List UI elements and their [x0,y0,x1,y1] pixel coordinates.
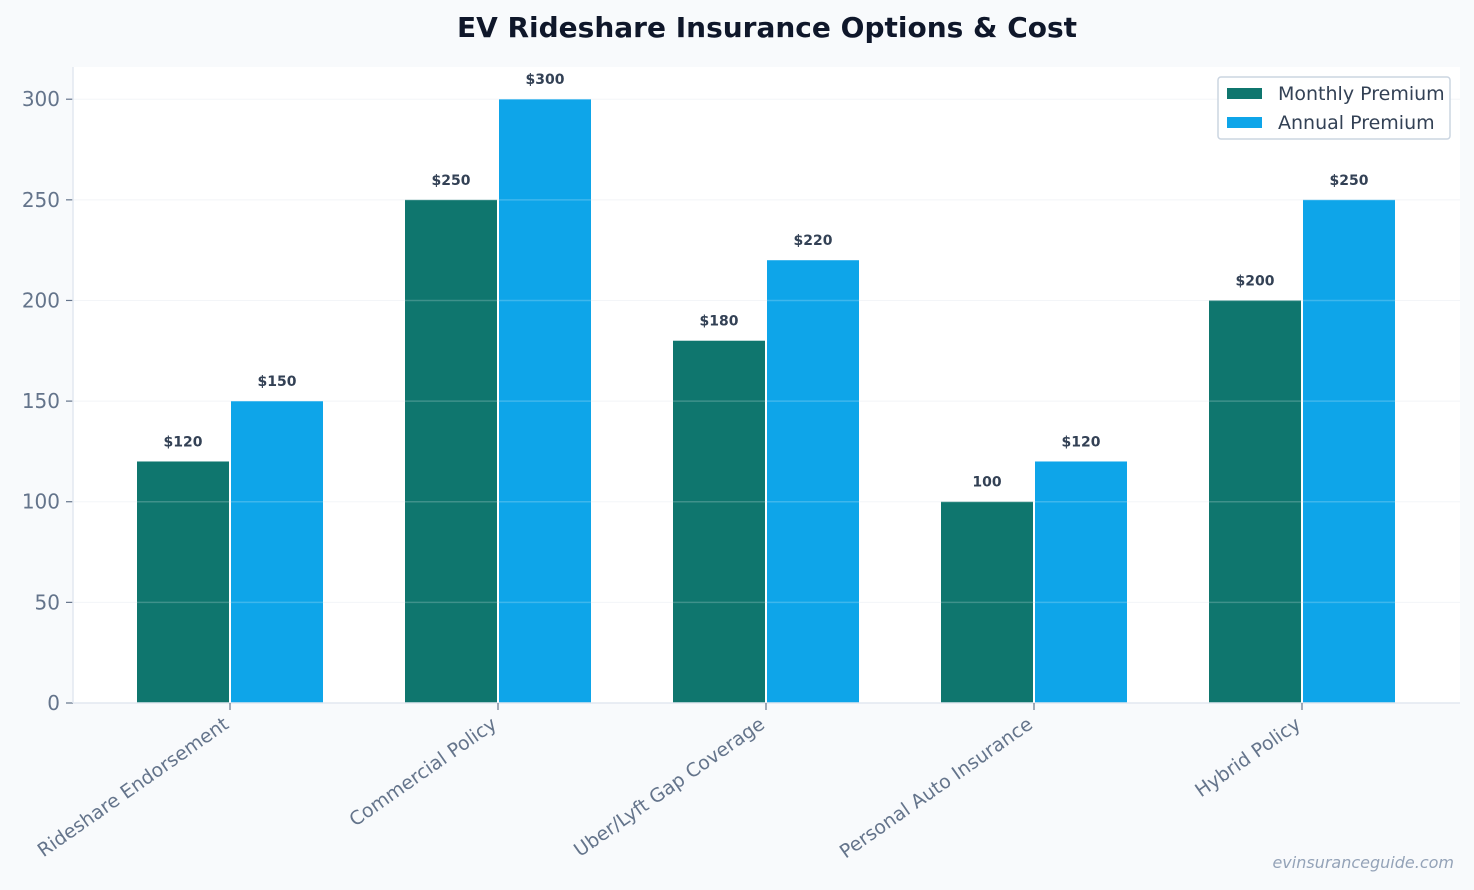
bar-annual-premium [767,260,859,703]
legend-label: Annual Premium [1278,112,1435,134]
data-label: $120 [164,434,203,450]
legend-swatch [1227,117,1262,128]
x-tick-label: Personal Auto Insurance [836,713,1037,863]
x-tick-label: Uber/Lyft Gap Coverage [570,713,769,861]
x-tick-label: Hybrid Policy [1191,713,1305,802]
bar-annual-premium [1303,199,1395,703]
data-label: $300 [526,72,565,88]
y-tick-label: 200 [22,288,60,312]
y-tick-label: 150 [22,389,60,413]
data-label: $250 [432,173,471,189]
data-label: $250 [1330,173,1369,189]
bar-monthly-premium [137,461,229,703]
y-tick-label: 0 [47,691,60,715]
y-tick-label: 300 [22,87,60,111]
data-label: $220 [794,233,833,249]
watermark: evinsuranceguide.com [1272,853,1454,872]
data-label: $180 [700,314,739,330]
legend: Monthly Premium Annual Premium [1217,76,1451,140]
legend-box [1217,76,1451,140]
bar-monthly-premium [1209,300,1301,703]
bar-monthly-premium [941,501,1033,703]
data-label: $150 [258,374,297,390]
bar-annual-premium [1035,461,1127,703]
data-label: 100 [972,475,1001,491]
chart-title: EV Rideshare Insurance Options & Cost [457,11,1077,44]
data-label: $120 [1062,434,1101,450]
x-tick-label: Rideshare Endorsement [34,713,233,862]
y-tick-label: 250 [22,188,60,212]
y-tick-label: 100 [22,490,60,514]
x-tick-label: Commercial Policy [345,713,500,831]
bar-annual-premium [231,401,323,703]
bar-monthly-premium [673,340,765,703]
bar-monthly-premium [405,199,497,703]
legend-swatch [1227,88,1262,99]
bar-annual-premium [499,99,591,704]
data-label: $200 [1236,273,1275,289]
legend-label: Monthly Premium [1278,83,1445,105]
y-tick-label: 50 [35,590,60,614]
